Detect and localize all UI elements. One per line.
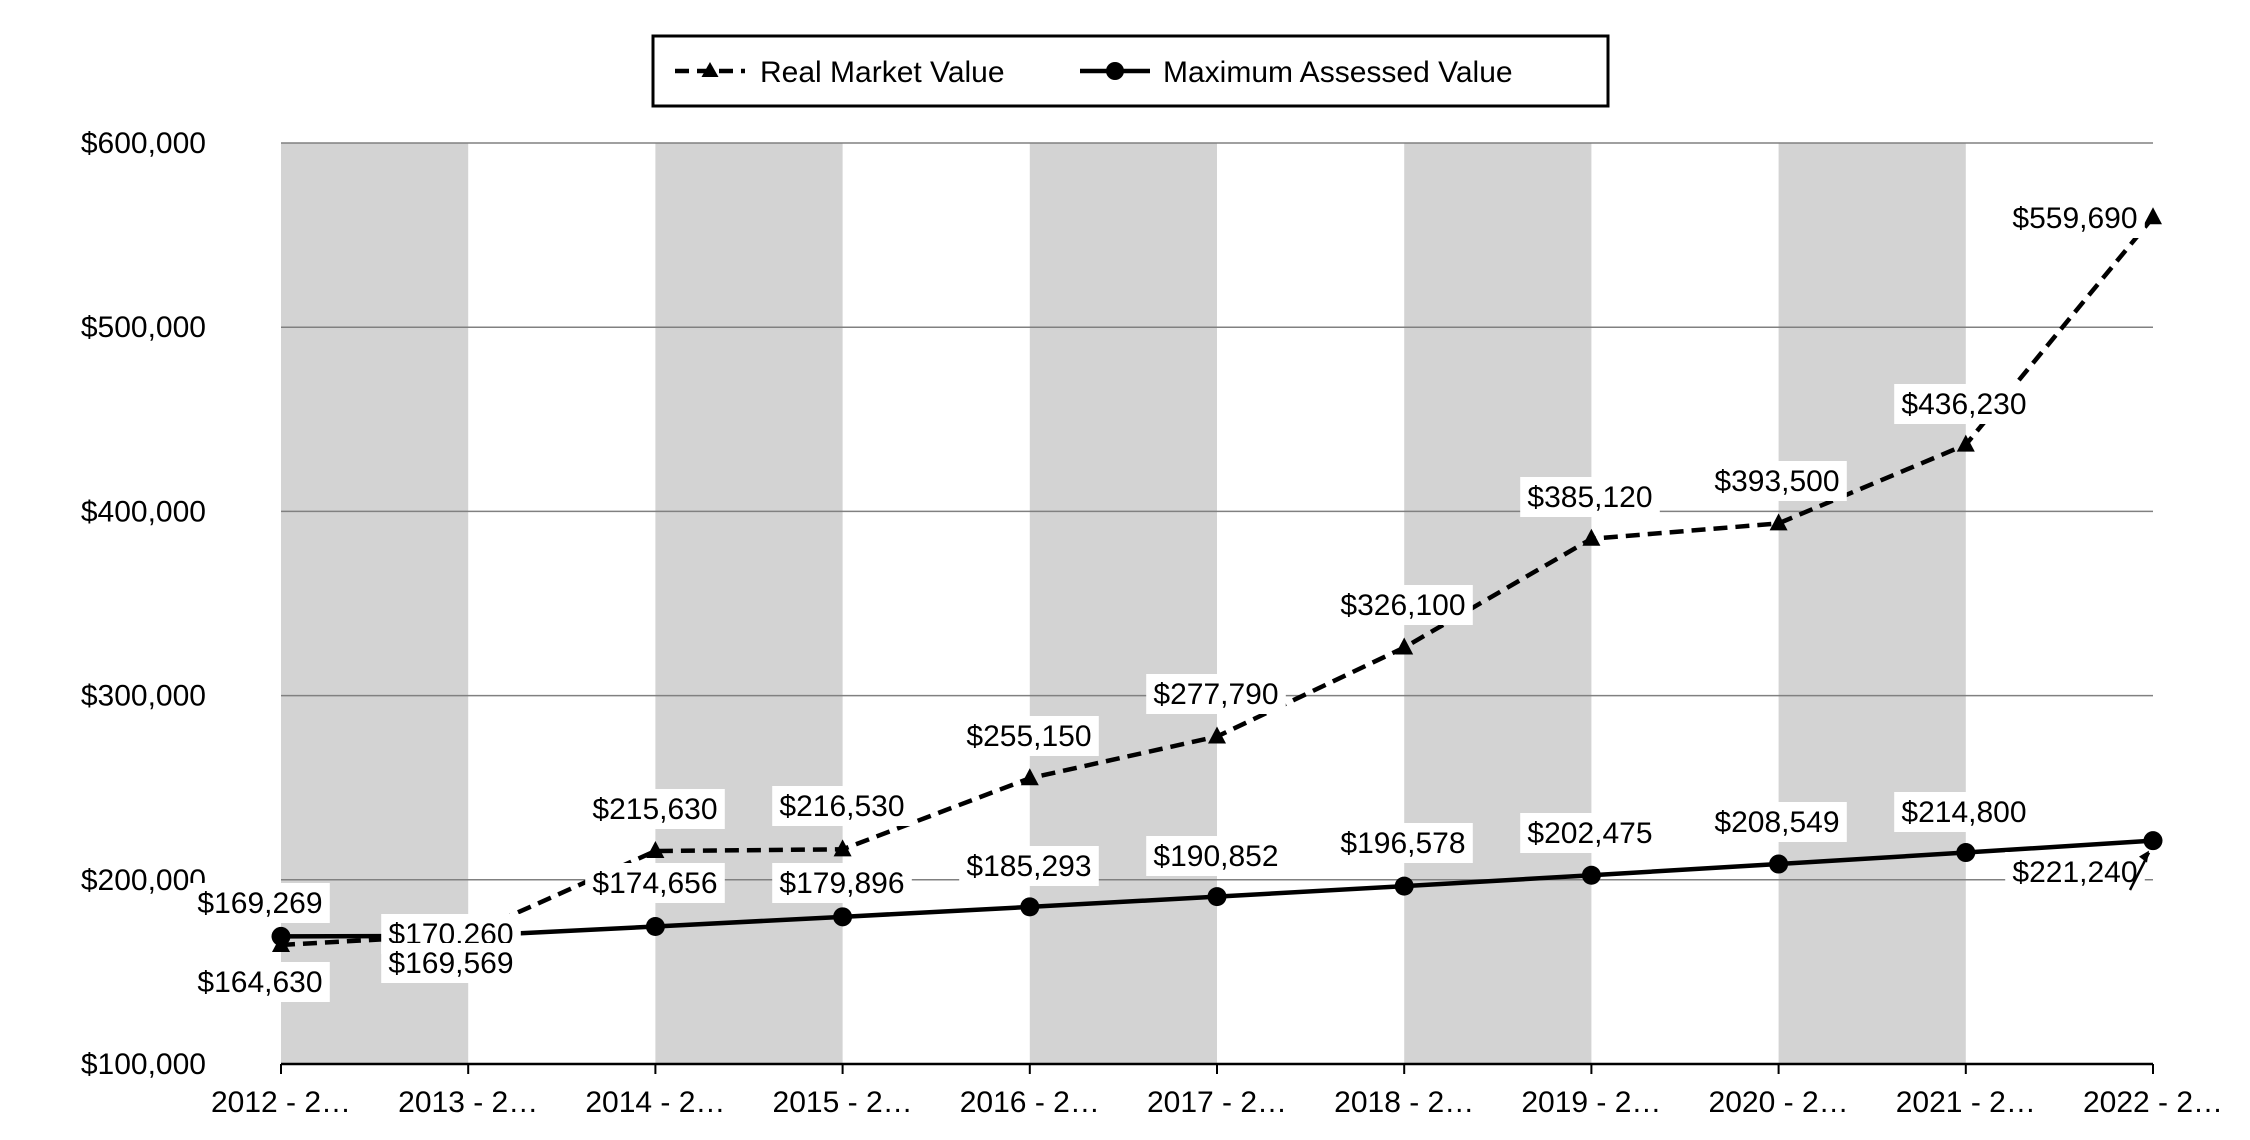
data-label: $185,293 [966, 850, 1091, 883]
x-tick-label: 2022 - 2… [2083, 1086, 2223, 1119]
data-label-bg [1146, 836, 1286, 876]
data-label: $326,100 [1340, 589, 1465, 622]
data-label-bg [1894, 792, 2034, 832]
point-marker-triangle [1582, 528, 1601, 546]
point-marker-triangle [1020, 768, 1039, 786]
point-marker-circle [1581, 865, 1601, 885]
data-label-bg [772, 786, 912, 826]
data-label: $221,240 [2012, 856, 2137, 889]
point-marker-triangle [833, 839, 852, 857]
x-tick-label: 2020 - 2… [1709, 1086, 1849, 1119]
point-marker-circle [645, 916, 665, 936]
data-label: $164,630 [197, 966, 322, 999]
y-tick-label: $200,000 [81, 864, 206, 897]
legend-label-max-assessed: Maximum Assessed Value [1163, 56, 1513, 89]
data-label-bg [585, 863, 725, 903]
data-label-bg [190, 883, 330, 923]
data-label-bg [585, 789, 725, 829]
point-marker-circle [1020, 897, 1040, 917]
y-tick-label: $300,000 [81, 680, 206, 713]
legend-marker-max-assessed [1106, 62, 1124, 80]
legend: Real Market Value Maximum Assessed Value [651, 34, 1610, 108]
x-axis-ticks: 2012 - 2… 2013 - 2… 2014 - 2… 2015 - 2… 2016… [211, 1062, 2223, 1119]
y-tick-label: $400,000 [81, 495, 206, 528]
x-tick-label: 2016 - 2… [960, 1086, 1100, 1119]
data-label: $169,569 [388, 947, 513, 980]
data-label: $208,549 [1714, 806, 1839, 839]
point-marker-triangle [646, 841, 665, 859]
data-label-bg [1333, 823, 1473, 863]
data-label: $255,150 [966, 720, 1091, 753]
data-label: $202,475 [1527, 817, 1652, 850]
data-label-bg [1707, 802, 1847, 842]
label-leader-arrow [2139, 850, 2149, 863]
y-tick-label: $100,000 [81, 1048, 206, 1081]
x-tick-label: 2018 - 2… [1334, 1086, 1474, 1119]
data-label-bg [2005, 852, 2145, 892]
data-label: $559,690 [2012, 202, 2137, 235]
x-tick-label: 2015 - 2… [773, 1086, 913, 1119]
point-marker-triangle [1956, 434, 1975, 452]
data-label-bg [1333, 585, 1473, 625]
point-marker-circle [1956, 843, 1976, 863]
data-label: $393,500 [1714, 465, 1839, 498]
point-marker-triangle [1208, 726, 1226, 744]
x-tick-label: 2014 - 2… [585, 1086, 725, 1119]
data-label: $214,800 [1901, 796, 2026, 829]
point-marker-triangle [2144, 207, 2162, 225]
legend-label-real-market: Real Market Value [760, 56, 1005, 89]
data-label: $385,120 [1527, 481, 1652, 514]
data-label-bg [1520, 813, 1660, 853]
data-label-bg [381, 943, 521, 983]
data-labels: $164,630$170,260$215,630 $216,530$255,150… [190, 198, 2151, 1002]
x-tick-label: 2019 - 2… [1521, 1086, 1661, 1119]
data-label-bg [1146, 674, 1286, 714]
x-tick-label: 2013 - 2… [398, 1086, 538, 1119]
data-label-bg [959, 716, 1099, 756]
data-label-bg [959, 846, 1099, 886]
point-marker-circle [1207, 887, 1227, 907]
point-marker-triangle [1769, 513, 1788, 531]
band [1029, 143, 1217, 1064]
data-label-bg [190, 962, 330, 1002]
point-marker-triangle [1395, 637, 1414, 655]
point-marker-circle [833, 907, 853, 927]
background-bands [281, 143, 1966, 1064]
data-label: $277,790 [1153, 678, 1278, 711]
y-axis-ticks: $100,000 $200,000 $300,000 $400,000 $500,000… [81, 127, 206, 1081]
x-tick-label: 2012 - 2… [211, 1086, 351, 1119]
point-marker-circle [1394, 876, 1414, 896]
legend-marker-real-market [701, 62, 719, 77]
band [655, 143, 843, 1064]
point-marker-circle [1769, 854, 1789, 874]
data-label: $190,852 [1153, 840, 1278, 873]
point-marker-circle [271, 926, 291, 946]
data-label: $216,530 [779, 790, 904, 823]
data-label: $215,630 [592, 793, 717, 826]
data-label-bg [772, 863, 912, 903]
y-tick-label: $600,000 [81, 127, 206, 160]
band [1778, 143, 1966, 1064]
data-label: $436,230 [1901, 388, 2026, 421]
x-tick-label: 2017 - 2… [1147, 1086, 1287, 1119]
data-label: $169,269 [197, 887, 322, 920]
data-label-bg [1520, 477, 1660, 517]
y-tick-label: $500,000 [81, 311, 206, 344]
data-label-bg [1894, 384, 2034, 424]
data-label: $196,578 [1340, 827, 1465, 860]
data-label-bg [2005, 198, 2145, 238]
x-tick-label: 2021 - 2… [1896, 1086, 2036, 1119]
data-label: $174,656 [592, 867, 717, 900]
data-label: $179,896 [779, 867, 904, 900]
point-marker-circle [2143, 831, 2163, 851]
data-label-bg [1707, 461, 1847, 501]
